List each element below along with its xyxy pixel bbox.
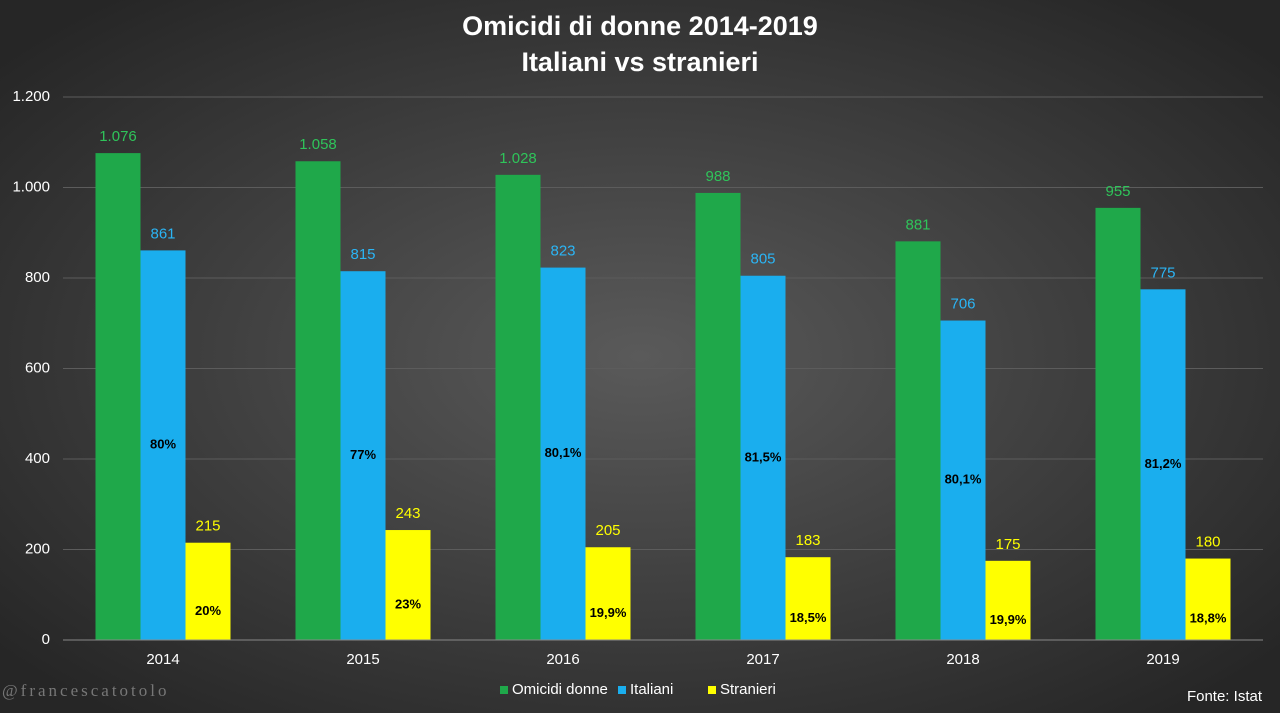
value-label: 823 bbox=[550, 243, 575, 260]
percent-label: 80% bbox=[150, 437, 176, 452]
percent-label: 18,8% bbox=[1190, 611, 1227, 626]
percent-label: 20% bbox=[195, 603, 221, 618]
bar bbox=[185, 542, 231, 640]
bar bbox=[740, 275, 786, 640]
x-tick-label: 2015 bbox=[346, 651, 379, 668]
value-label: 205 bbox=[595, 522, 620, 539]
percent-label: 80,1% bbox=[545, 445, 582, 460]
x-tick-label: 2017 bbox=[746, 651, 779, 668]
bar bbox=[895, 241, 941, 640]
x-tick-label: 2016 bbox=[546, 651, 579, 668]
value-label: 881 bbox=[905, 216, 930, 233]
y-tick-label: 200 bbox=[25, 540, 50, 557]
bar bbox=[295, 161, 341, 640]
legend-label: Stranieri bbox=[720, 681, 776, 698]
value-label: 175 bbox=[995, 536, 1020, 553]
x-tick-label: 2014 bbox=[146, 651, 179, 668]
value-label: 815 bbox=[350, 246, 375, 263]
percent-label: 81,2% bbox=[1145, 456, 1182, 471]
legend-label: Italiani bbox=[630, 681, 673, 698]
watermark: @francescatotolo bbox=[2, 681, 170, 700]
bar bbox=[940, 320, 986, 640]
y-tick-label: 800 bbox=[25, 269, 50, 286]
bar bbox=[385, 530, 431, 640]
value-label: 180 bbox=[1195, 534, 1220, 551]
y-tick-label: 1.200 bbox=[12, 88, 50, 105]
bar bbox=[140, 250, 186, 640]
bar bbox=[585, 547, 631, 640]
legend-swatch bbox=[500, 686, 508, 694]
value-label: 1.076 bbox=[99, 128, 137, 145]
bar bbox=[985, 560, 1031, 640]
value-label: 775 bbox=[1150, 264, 1175, 281]
bar bbox=[695, 192, 741, 640]
percent-label: 18,5% bbox=[790, 610, 827, 625]
bar bbox=[1140, 289, 1186, 640]
chart-subtitle: Italiani vs stranieri bbox=[521, 47, 758, 77]
value-label: 183 bbox=[795, 532, 820, 549]
percent-label: 19,9% bbox=[590, 605, 627, 620]
chart-title: Omicidi di donne 2014-2019 bbox=[462, 11, 818, 41]
value-label: 955 bbox=[1105, 183, 1130, 200]
source: Fonte: Istat bbox=[1187, 688, 1263, 705]
percent-label: 81,5% bbox=[745, 449, 782, 464]
legend-swatch bbox=[708, 686, 716, 694]
legend-swatch bbox=[618, 686, 626, 694]
y-tick-label: 400 bbox=[25, 450, 50, 467]
bar bbox=[340, 271, 386, 640]
legend-label: Omicidi donne bbox=[512, 681, 608, 698]
bar bbox=[540, 267, 586, 640]
bar bbox=[1095, 207, 1141, 641]
bar bbox=[95, 153, 141, 641]
percent-label: 77% bbox=[350, 447, 376, 462]
percent-label: 23% bbox=[395, 596, 421, 611]
value-label: 805 bbox=[750, 251, 775, 268]
x-tick-label: 2018 bbox=[946, 651, 979, 668]
y-tick-label: 0 bbox=[42, 631, 50, 648]
percent-label: 80,1% bbox=[945, 472, 982, 487]
x-tick-label: 2019 bbox=[1146, 651, 1179, 668]
bar bbox=[785, 557, 831, 640]
value-label: 861 bbox=[150, 225, 175, 242]
value-label: 1.058 bbox=[299, 136, 337, 153]
value-label: 1.028 bbox=[499, 150, 537, 167]
value-label: 706 bbox=[950, 296, 975, 313]
bar bbox=[1185, 558, 1231, 640]
bar bbox=[495, 174, 541, 640]
value-label: 215 bbox=[195, 518, 220, 535]
value-label: 988 bbox=[705, 168, 730, 185]
percent-label: 19,9% bbox=[990, 612, 1027, 627]
y-tick-label: 1.000 bbox=[12, 178, 50, 195]
y-tick-label: 600 bbox=[25, 359, 50, 376]
value-label: 243 bbox=[395, 505, 420, 522]
